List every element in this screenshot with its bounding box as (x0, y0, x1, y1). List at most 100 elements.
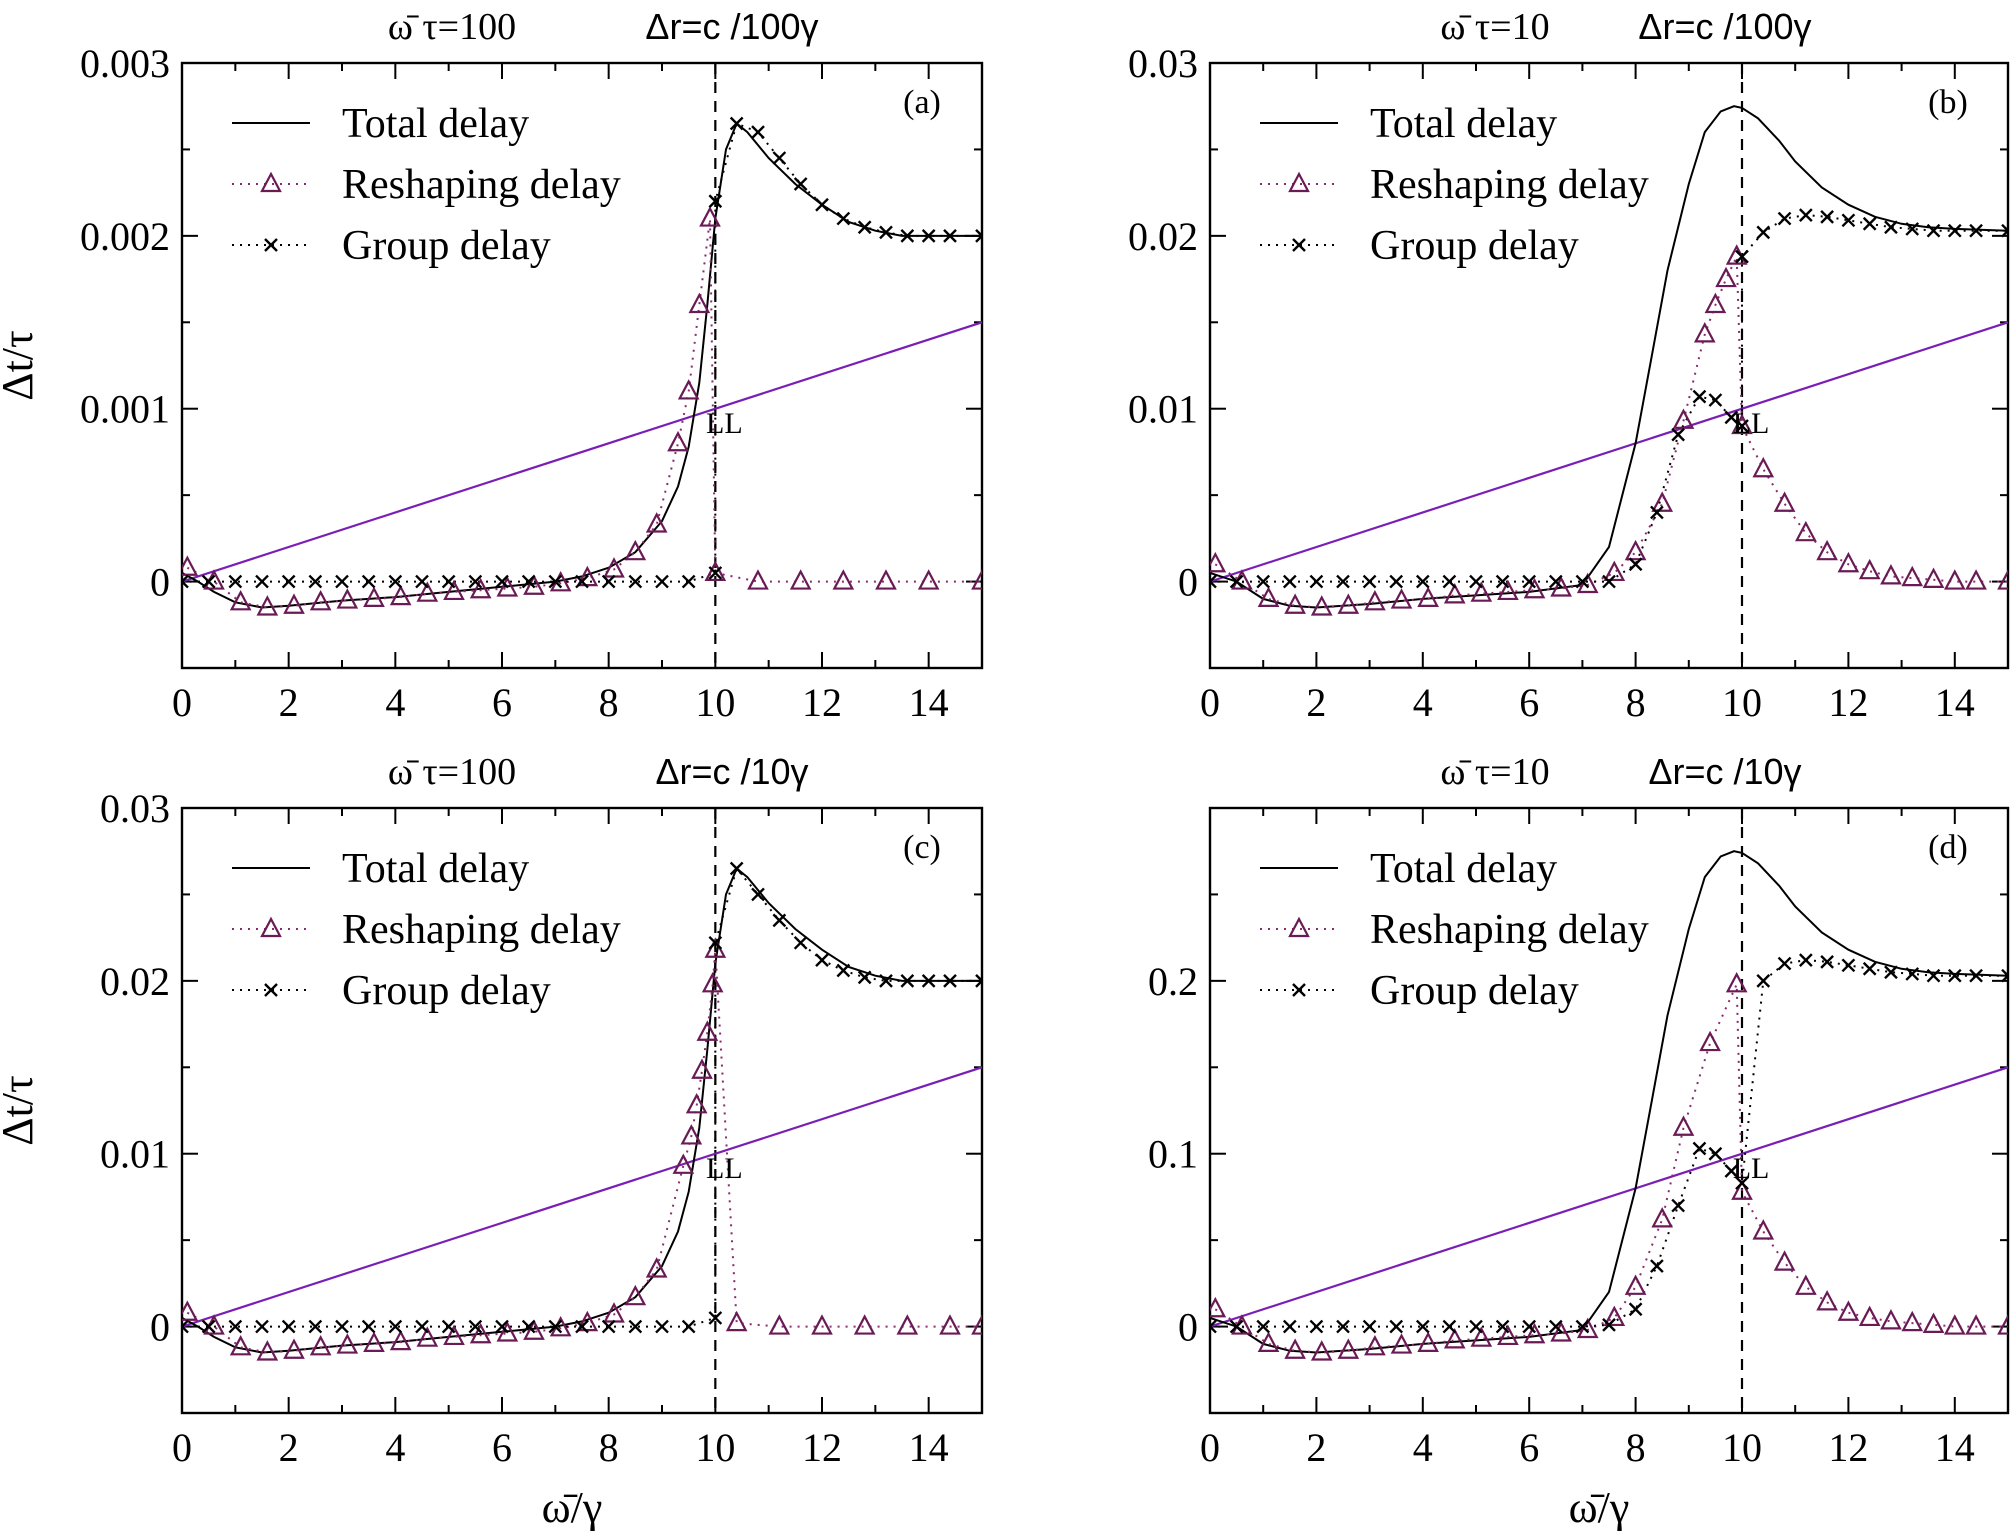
group-marker-stroke (772, 913, 787, 928)
group-marker-stroke (975, 974, 982, 983)
group-marker (1692, 1141, 1707, 1156)
reshaping-delay-dotted-line (186, 949, 982, 1354)
group-marker (388, 574, 403, 589)
reshaping-marker (1523, 577, 1546, 599)
plot-frame (1208, 806, 2010, 1415)
group-marker (1735, 249, 1749, 264)
x-tick-label: 0 (172, 1425, 192, 1470)
group-marker-stroke (975, 979, 982, 988)
group-marker-stroke (1947, 968, 1962, 983)
x-tick-label: 14 (1935, 680, 1975, 725)
x-tick-label: 0 (172, 680, 192, 725)
reshaping-marker (853, 1314, 876, 1335)
group-marker-stroke (921, 229, 936, 243)
group-marker (1969, 968, 1983, 983)
reshaping-marker (1470, 581, 1493, 602)
x-tick-label: 8 (599, 1425, 619, 1470)
reshaping-marker (1795, 1274, 1817, 1295)
group-marker (1210, 574, 1217, 589)
group-marker (772, 913, 787, 928)
x-tick-label: 12 (1828, 1425, 1868, 1470)
group-marker (729, 861, 744, 876)
total-delay-line (1210, 850, 2008, 1354)
reshaping-marker (672, 1153, 695, 1174)
y-tick-label: 0.001 (80, 387, 170, 432)
ll-annotation: LL (1733, 407, 1770, 440)
ll-annotation: LL (1733, 1152, 1770, 1185)
plot-area (182, 808, 982, 1413)
group-marker (441, 574, 456, 589)
reshaping-marker (1624, 539, 1647, 561)
group-marker-stroke (1735, 249, 1749, 264)
legend: Total delay Reshaping delay Group delay (232, 101, 621, 269)
group-marker-stroke (751, 887, 765, 902)
group-marker-stroke (900, 229, 915, 243)
group-marker-stroke (1548, 574, 1563, 589)
reshaping-marker (1965, 1314, 1987, 1335)
panel-tag: (a) (903, 84, 941, 121)
group-delay-dotted-line (182, 866, 982, 1328)
group-marker-stroke (601, 1319, 616, 1334)
group-marker (1671, 427, 1686, 442)
group-marker-stroke (1820, 954, 1834, 969)
reshaping-marker (1257, 586, 1280, 607)
group-marker (1735, 419, 1749, 433)
group-marker-stroke (1735, 1176, 1749, 1190)
group-marker (975, 229, 982, 243)
reshaping-marker (1497, 1324, 1519, 1346)
group-marker-stroke (1415, 1319, 1430, 1334)
group-marker-stroke (1389, 574, 1404, 589)
group-marker-stroke (1495, 574, 1510, 589)
group-marker (255, 574, 269, 589)
group-marker-stroke (975, 234, 982, 243)
group-marker-stroke (1628, 557, 1643, 572)
group-marker (201, 574, 216, 589)
group-marker-stroke (575, 574, 589, 589)
group-marker (415, 1319, 429, 1334)
group-marker (601, 1319, 616, 1334)
panel-title-right: Δr=c /10γ (1648, 751, 1801, 792)
group-marker-stroke (2001, 973, 2008, 983)
group-marker-stroke (335, 574, 349, 589)
group-marker (201, 1319, 216, 1334)
group-marker-stroke (415, 574, 429, 589)
y-tick-label: 0.002 (80, 214, 170, 259)
group-marker-stroke (681, 1319, 696, 1334)
group-marker (1336, 574, 1350, 589)
group-marker-stroke (1905, 967, 1920, 981)
reshaping-marker (336, 1333, 359, 1354)
y-tick-label: 0.03 (1128, 41, 1198, 86)
group-marker-stroke (729, 861, 744, 876)
group-marker (495, 1319, 509, 1334)
reshaping-marker (256, 1340, 279, 1361)
group-marker (182, 1319, 189, 1334)
group-marker (1362, 1319, 1377, 1334)
group-marker-stroke (1841, 958, 1856, 973)
group-marker (1628, 557, 1643, 572)
group-marker (1798, 208, 1813, 222)
y-tick-label: 0.02 (1128, 214, 1198, 259)
panels-group: 0 2 4 6 8 10 12 14 0 0.001 0.002 0.003 LL (a) Total de… (0, 6, 2010, 1531)
group-marker-stroke (228, 1319, 243, 1334)
reshaping-marker (971, 1314, 982, 1335)
reshaping-marker (389, 1329, 412, 1351)
group-marker (628, 1319, 643, 1334)
group-marker (1692, 389, 1707, 404)
group-marker (1309, 1319, 1324, 1334)
group-marker-stroke (628, 1319, 643, 1334)
y-tick-label: 0 (150, 560, 170, 605)
legend: Total delay Reshaping delay Group delay (1260, 846, 1649, 1014)
group-marker (1756, 974, 1771, 988)
group-marker-stroke (1256, 574, 1271, 589)
panel-title-right: Δr=c /100γ (1638, 6, 1811, 47)
group-marker-stroke (836, 211, 851, 226)
group-marker-stroke (1522, 1319, 1537, 1334)
group-marker (1469, 574, 1483, 589)
group-marker-stroke (1692, 389, 1707, 404)
group-marker-stroke (1862, 216, 1877, 231)
group-marker (815, 197, 829, 212)
group-marker (361, 1319, 376, 1334)
legend: Total delay Reshaping delay Group delay (232, 846, 621, 1014)
y-axis-label: Δt/τ (0, 1075, 42, 1145)
